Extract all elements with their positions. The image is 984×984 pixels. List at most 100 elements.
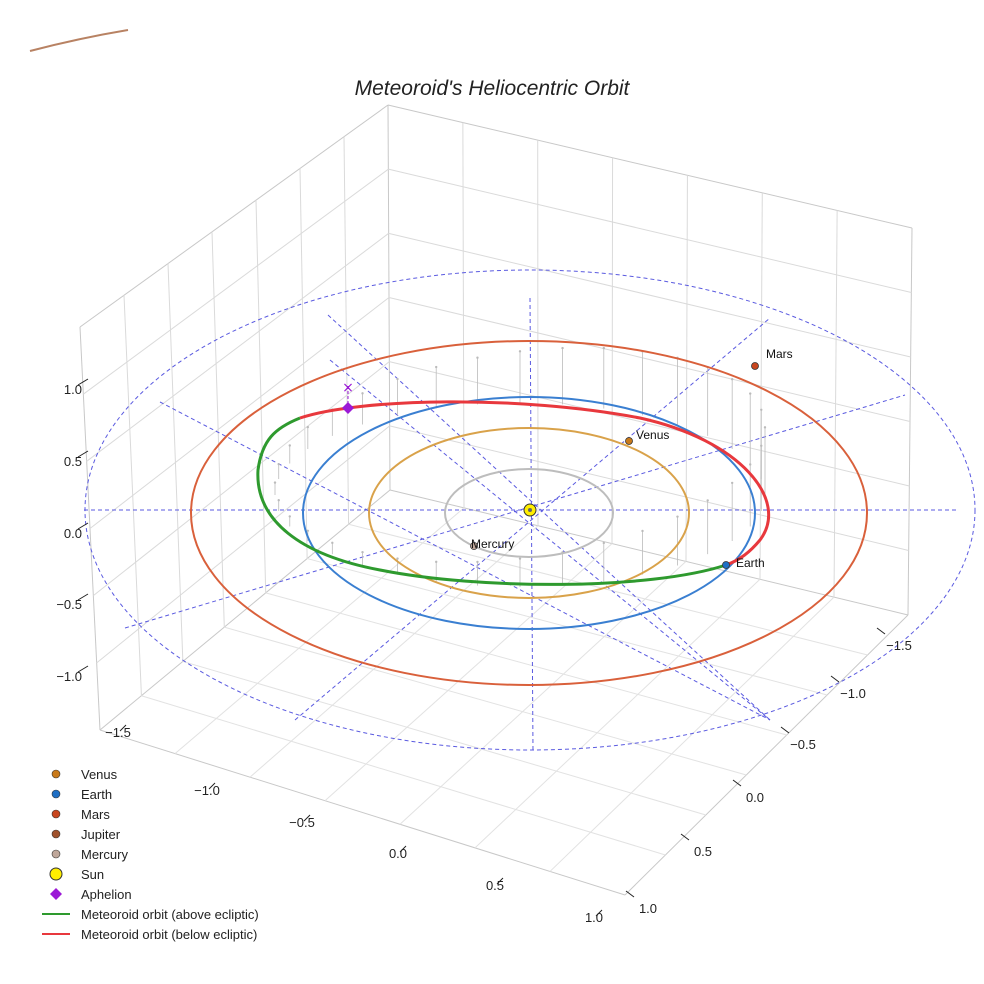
drop-line-tip — [277, 499, 280, 502]
y-tick-mark — [876, 627, 886, 635]
planet-label-venus: Venus — [636, 428, 669, 442]
box-edge — [387, 104, 913, 229]
meteoroid-orbit-below — [299, 400, 771, 567]
legend-label: Jupiter — [81, 827, 121, 842]
legend-marker — [51, 829, 61, 839]
ecliptic-reference-spoke — [329, 359, 771, 721]
drop-line-tip — [331, 541, 334, 545]
planet-marker-mars — [751, 362, 759, 370]
meteoroid-orbit-above — [256, 416, 727, 586]
z-tick-mark — [77, 665, 89, 673]
z-tick-label: −1.0 — [56, 669, 82, 684]
orbit-mercury — [444, 468, 614, 558]
legend-marker — [51, 809, 61, 819]
y-tick-label: −1.5 — [886, 638, 912, 653]
planet-marker-mercury — [470, 542, 478, 550]
x-tick-mark — [399, 845, 407, 853]
grid-line — [96, 425, 390, 664]
x-tick-label: 0.0 — [389, 846, 407, 861]
x-tick-mark — [119, 724, 127, 732]
x-tick-label: 1.0 — [585, 910, 603, 925]
x-tick-label: −1.0 — [194, 783, 220, 798]
legend-label: Meteoroid orbit (above ecliptic) — [81, 907, 259, 922]
y-tick-mark — [680, 833, 690, 841]
y-tick-mark — [830, 675, 840, 683]
y-tick-label: −0.5 — [790, 737, 816, 752]
grid-line — [388, 168, 912, 293]
drop-line-tip — [763, 426, 767, 429]
drop-line-tip — [561, 346, 564, 350]
legend-label: Mars — [81, 807, 110, 822]
y-tick-mark — [780, 726, 790, 734]
drop-line-tip — [676, 515, 679, 518]
legend-label: Aphelion — [81, 887, 132, 902]
grid-line — [389, 425, 909, 551]
ecliptic-reference-spoke — [159, 401, 771, 721]
legend-marker — [51, 769, 61, 779]
legend-label: Meteoroid orbit (below ecliptic) — [81, 927, 257, 942]
box-edge — [99, 729, 626, 896]
axes-panes — [79, 104, 913, 896]
z-tick-label: 0.5 — [64, 454, 82, 469]
drop-line-tip — [730, 481, 734, 485]
y-tick-label: 0.0 — [746, 790, 764, 805]
z-tick-label: −0.5 — [56, 597, 82, 612]
grid-line — [399, 561, 687, 825]
x-tick-label: −1.5 — [105, 725, 131, 740]
drop-line-tip — [435, 560, 438, 564]
ecliptic-reference-spoke — [294, 317, 771, 721]
grid-line — [265, 592, 787, 736]
grid-line — [224, 626, 747, 776]
grid-line — [549, 596, 835, 872]
aphelion-marker — [342, 402, 354, 414]
y-tick-label: 0.5 — [694, 844, 712, 859]
legend-label: Sun — [81, 867, 104, 882]
drop-line-tip — [602, 541, 605, 545]
grid-line — [141, 695, 666, 856]
grid-line — [389, 361, 910, 487]
planet-labels: Venus Earth Mars Mercury — [471, 347, 793, 570]
grid-line — [388, 232, 911, 358]
drop-line-tip — [273, 481, 277, 484]
box-edge — [79, 104, 389, 328]
drop-line-tip — [518, 557, 522, 560]
z-tick-label: 1.0 — [64, 382, 82, 397]
planet-label-mars: Mars — [766, 347, 793, 361]
drop-line-tip — [641, 529, 644, 533]
grid-lines — [83, 122, 912, 872]
x-tick-mark — [208, 782, 216, 790]
drop-line-tip — [306, 529, 310, 532]
z-tick-mark — [77, 450, 89, 458]
grid-line — [474, 578, 761, 849]
sun-core — [528, 508, 532, 512]
x-tick-mark — [496, 877, 504, 885]
x-tick-label: −0.5 — [289, 815, 315, 830]
drop-line-tip — [602, 346, 605, 350]
y-tick-mark — [625, 890, 635, 898]
grid-line — [324, 543, 613, 802]
legend-marker — [51, 789, 61, 799]
drop-line-tip — [277, 463, 280, 466]
legend-label: Venus — [81, 767, 118, 782]
box-edge — [99, 489, 391, 731]
drop-line-tip — [361, 392, 364, 395]
aphelion-x-marker: × — [342, 380, 354, 396]
planet-marker-earth — [722, 561, 730, 569]
x-tick-mark — [303, 814, 311, 822]
drop-line-tip — [476, 560, 479, 564]
legend: Venus Earth Mars Jupiter Mercury Sun Aphelion M… — [42, 767, 259, 942]
drop-line-tip — [730, 378, 734, 381]
drop-line-tip — [476, 356, 479, 359]
y-tick-mark — [732, 779, 742, 787]
orbit-earth — [302, 396, 756, 630]
grid-line — [388, 297, 911, 422]
z-tick-mark — [77, 522, 89, 530]
grid-line — [93, 361, 390, 597]
drop-line-tip — [288, 515, 291, 518]
planet-label-mercury: Mercury — [471, 537, 514, 551]
drop-line-tip — [396, 377, 399, 381]
box-edge — [624, 614, 909, 896]
grid-line — [83, 168, 389, 395]
box-edge — [389, 489, 909, 616]
